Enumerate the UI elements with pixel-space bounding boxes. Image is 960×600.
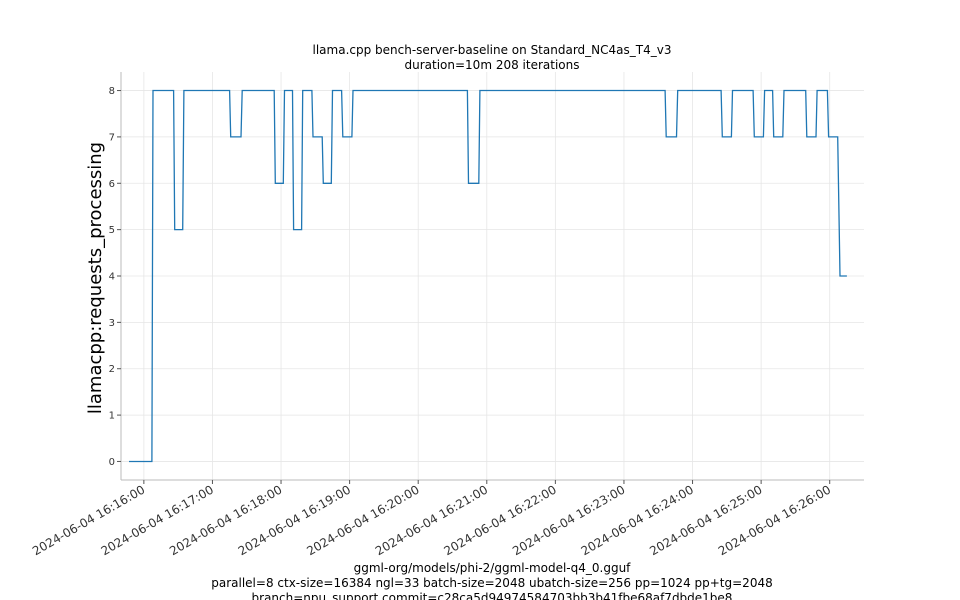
y-axis-label: llamacpp:requests_processing <box>85 142 106 414</box>
y-tick-label: 3 <box>109 318 115 329</box>
x-tick-label: 2024-06-04 16:20:00 <box>304 482 421 558</box>
x-tick-label: 2024-06-04 16:21:00 <box>373 482 490 558</box>
y-tick-label: 7 <box>109 132 115 143</box>
grid-lines <box>121 72 864 480</box>
x-tick-label: 2024-06-04 16:19:00 <box>236 482 353 558</box>
chart-title: llama.cpp bench-server-baseline on Stand… <box>313 43 672 57</box>
y-tick-label: 0 <box>109 457 115 468</box>
chart-subtitle: duration=10m 208 iterations <box>405 58 580 72</box>
footer-line-3: branch=npu_support commit=c28ca5d9497458… <box>252 591 733 600</box>
y-ticks: 0 1 2 3 4 5 6 7 8 <box>109 86 121 468</box>
series <box>129 89 847 463</box>
x-tick-label: 2024-06-04 16:17:00 <box>99 482 216 558</box>
x-tick-label: 2024-06-04 16:26:00 <box>716 482 833 558</box>
x-tick-label: 2024-06-04 16:22:00 <box>441 482 558 558</box>
footer-line-2: parallel=8 ctx-size=16384 ngl=33 batch-s… <box>211 576 772 590</box>
x-tick-label: 2024-06-04 16:18:00 <box>167 482 284 558</box>
y-tick-label: 5 <box>109 225 115 236</box>
x-tick-label: 2024-06-04 16:25:00 <box>647 482 764 558</box>
footer-line-1: ggml-org/models/phi-2/ggml-model-q4_0.gg… <box>354 561 632 575</box>
y-tick-label: 8 <box>109 86 115 97</box>
y-tick-label: 1 <box>109 411 115 422</box>
y-tick-label: 2 <box>109 364 115 375</box>
series-line-0 <box>129 89 847 463</box>
x-tick-label: 2024-06-04 16:24:00 <box>579 482 696 558</box>
y-tick-label: 4 <box>109 272 115 283</box>
x-tick-label: 2024-06-04 16:23:00 <box>510 482 627 558</box>
y-tick-label: 6 <box>109 179 115 190</box>
x-tick-label: 2024-06-04 16:16:00 <box>30 482 147 558</box>
